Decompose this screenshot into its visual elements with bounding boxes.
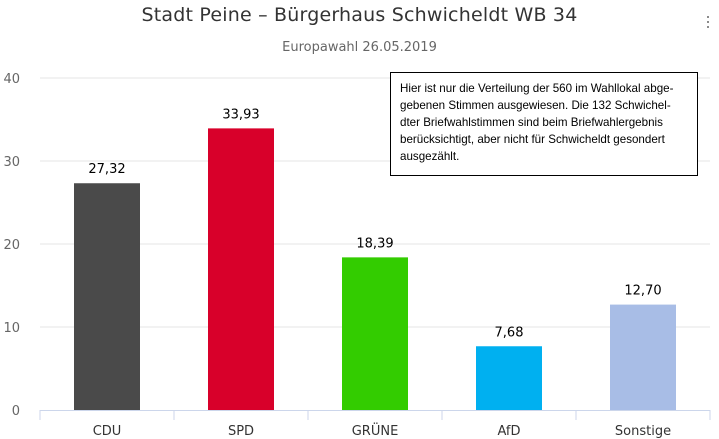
- bar-spd: [208, 128, 274, 411]
- bar-cdu: [74, 183, 140, 410]
- x-tick-label: Sonstige: [615, 424, 671, 439]
- context-menu-icon[interactable]: [703, 14, 713, 30]
- x-tick-label: AfD: [497, 424, 520, 439]
- x-tick-label: SPD: [228, 424, 254, 439]
- y-tick-label: 10: [3, 321, 20, 336]
- y-tick-label: 0: [12, 404, 20, 419]
- bar-value-label: 12,70: [624, 284, 661, 299]
- y-tick-label: 20: [3, 238, 20, 253]
- bar-afd: [476, 346, 542, 410]
- x-tick-label: CDU: [93, 424, 122, 439]
- x-tick-label: GRÜNE: [352, 422, 399, 439]
- bar-value-label: 7,68: [495, 325, 524, 340]
- y-tick-label: 40: [3, 72, 20, 87]
- bar-value-label: 18,39: [356, 236, 393, 251]
- bar-grüne: [342, 257, 408, 410]
- bar-value-label: 27,32: [88, 162, 125, 177]
- chart-title: Stadt Peine – Bürgerhaus Schwicheldt WB …: [141, 4, 578, 26]
- chart-annotation-note: Hier ist nur die Verteilung der 560 im W…: [390, 72, 698, 176]
- bar-value-label: 33,93: [222, 107, 259, 122]
- chart-subtitle: Europawahl 26.05.2019: [282, 40, 437, 55]
- bar-sonstige: [610, 304, 676, 410]
- y-tick-label: 30: [3, 155, 20, 170]
